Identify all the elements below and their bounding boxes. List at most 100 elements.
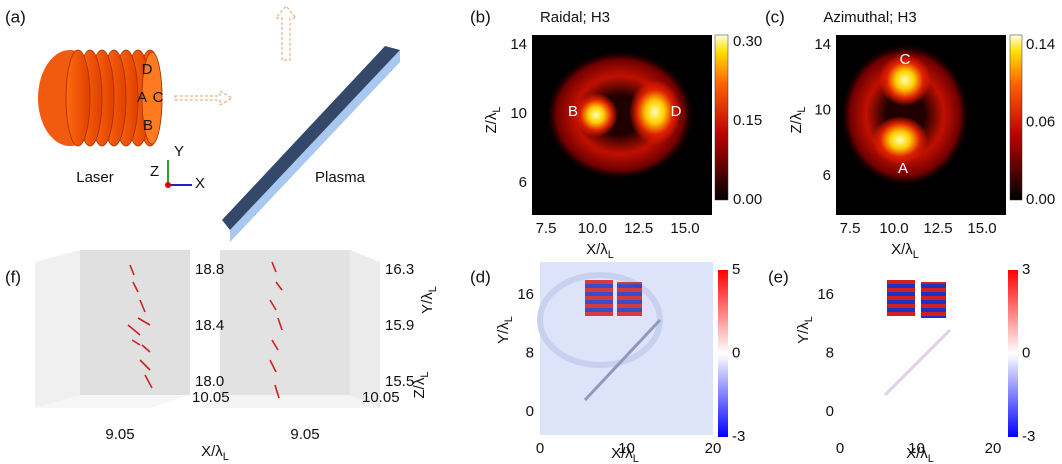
axis-title-main: Y/λ bbox=[495, 322, 512, 344]
y-tick-label: 8 bbox=[526, 344, 534, 361]
x-tick-label: 20 bbox=[985, 440, 1002, 457]
x-tick-label: 7.5 bbox=[840, 220, 861, 237]
y-tick-label: 14 bbox=[510, 36, 527, 53]
axes-icon bbox=[165, 160, 192, 188]
y-tick-label: 10.05 bbox=[362, 389, 400, 406]
axis-title: Z/λL bbox=[483, 107, 503, 134]
y-tick-label: 3 bbox=[1022, 261, 1030, 278]
panel-label: (b) bbox=[470, 7, 491, 26]
axis-title-main: X/λ bbox=[201, 443, 223, 460]
laser-label: Laser bbox=[76, 169, 114, 186]
panel-label: (c) bbox=[765, 7, 785, 26]
x-tick-label: 10.0 bbox=[879, 220, 908, 237]
y-tick-label: 0 bbox=[526, 403, 534, 420]
y-tick-label: 0 bbox=[732, 344, 740, 361]
plasma-edge bbox=[230, 50, 400, 242]
point-label: A bbox=[898, 160, 908, 177]
x-tick-label: 15.0 bbox=[670, 220, 699, 237]
field-map-e bbox=[840, 262, 1018, 437]
y-tick-label: 15.5 bbox=[385, 373, 414, 390]
point-label: B bbox=[568, 103, 578, 120]
y-tick-label: -3 bbox=[732, 428, 745, 445]
axis-title-sub: L bbox=[503, 316, 515, 322]
x-tick-label: 0 bbox=[836, 440, 844, 457]
y-tick-label: 16.3 bbox=[385, 261, 414, 278]
axis-title-sub: L bbox=[928, 453, 934, 464]
panel-title: Raidal; H3 bbox=[540, 9, 610, 26]
axis-title-main: X/λ bbox=[586, 241, 608, 258]
x-tick-label: 10.0 bbox=[578, 220, 607, 237]
y-tick-label: 18.8 bbox=[195, 261, 224, 278]
axis-title-sub: L bbox=[913, 249, 919, 261]
figure: (a) D A C B Laser Plasma Y Z X (b) Raidal… bbox=[0, 0, 1062, 464]
axis-label: Y bbox=[174, 143, 184, 160]
axis-label: X bbox=[195, 175, 205, 192]
y-tick-label: 14 bbox=[814, 36, 831, 53]
y-tick-label: 8 bbox=[826, 344, 834, 361]
panel-label: (f) bbox=[5, 267, 21, 286]
heatmap-b bbox=[532, 35, 728, 215]
y-tick-label: 0.15 bbox=[733, 112, 762, 129]
axis-title: Y/λL bbox=[795, 316, 815, 344]
axis-title-main: Z/λ bbox=[788, 112, 805, 133]
axis-title-sub: L bbox=[223, 451, 229, 463]
axis-title-main: Y/λ bbox=[795, 322, 812, 344]
axis-title-sub: L bbox=[419, 372, 431, 378]
axis-title-main: Y/λ bbox=[419, 292, 436, 314]
axis-title: X/λL bbox=[586, 241, 614, 261]
axis-title-main: X/λ bbox=[611, 445, 633, 462]
y-tick-label: 0 bbox=[1022, 344, 1030, 361]
plasma-slab bbox=[222, 46, 400, 230]
panel-label: (d) bbox=[470, 267, 491, 286]
axis-title-main: X/λ bbox=[891, 241, 913, 258]
axis-title: X/λL bbox=[891, 241, 919, 261]
x-tick-label: 12.5 bbox=[923, 220, 952, 237]
x-tick-label: 7.5 bbox=[536, 220, 557, 237]
y-tick-label: 10.05 bbox=[192, 389, 230, 406]
panel-title: Azimuthal; H3 bbox=[823, 9, 916, 26]
x-tick-label: 12.5 bbox=[624, 220, 653, 237]
axis-title: Z/λL bbox=[788, 107, 808, 134]
arrow bbox=[175, 91, 232, 105]
y-tick-label: 6 bbox=[823, 167, 831, 184]
x-tick-label: 9.05 bbox=[105, 426, 134, 443]
point-label: B bbox=[143, 117, 153, 134]
x-tick-label: 20 bbox=[705, 440, 722, 457]
y-tick-label: 10 bbox=[510, 105, 527, 122]
point-label: C bbox=[900, 51, 911, 68]
y-tick-label: 0.00 bbox=[733, 191, 762, 208]
axis-title: X/λL bbox=[906, 445, 934, 464]
y-tick-label: 0.30 bbox=[733, 33, 762, 50]
y-tick-label: 15.9 bbox=[385, 317, 414, 334]
x-tick-label: 0 bbox=[536, 440, 544, 457]
y-tick-label: 18.4 bbox=[195, 317, 224, 334]
y-tick-label: 0.14 bbox=[1026, 36, 1055, 53]
panel-a: (a) D A C B Laser Plasma Y Z X bbox=[5, 6, 400, 242]
axis-title-sub: L bbox=[803, 316, 815, 322]
panel-label: (a) bbox=[5, 7, 26, 26]
axis-title: Y/λL bbox=[419, 286, 439, 314]
field-map-d bbox=[540, 262, 728, 437]
x-tick-label: 9.05 bbox=[290, 426, 319, 443]
panel-label: (e) bbox=[768, 267, 789, 286]
y-tick-label: 0 bbox=[826, 403, 834, 420]
x-tick-label: 15.0 bbox=[967, 220, 996, 237]
heatmap-c bbox=[836, 35, 1022, 215]
y-tick-label: 5 bbox=[732, 261, 740, 278]
axis-title-main: Z/λ bbox=[483, 112, 500, 133]
axis-title-sub: L bbox=[491, 107, 503, 113]
point-label: D bbox=[671, 103, 682, 120]
axis-title: Y/λL bbox=[495, 316, 515, 344]
axis-title-main: X/λ bbox=[906, 445, 928, 462]
y-tick-label: 0.00 bbox=[1026, 191, 1055, 208]
axis-title-sub: L bbox=[633, 453, 639, 464]
axis-title-sub: L bbox=[796, 107, 808, 113]
axis-title-main: Z/λ bbox=[411, 377, 428, 398]
plasma-label: Plasma bbox=[315, 169, 366, 186]
y-tick-label: 18.0 bbox=[195, 373, 224, 390]
point-label: C bbox=[153, 89, 164, 106]
arrow bbox=[276, 6, 296, 60]
point-label: A bbox=[137, 89, 147, 106]
y-tick-label: 0.06 bbox=[1026, 113, 1055, 130]
y-tick-label: 16 bbox=[817, 286, 834, 303]
